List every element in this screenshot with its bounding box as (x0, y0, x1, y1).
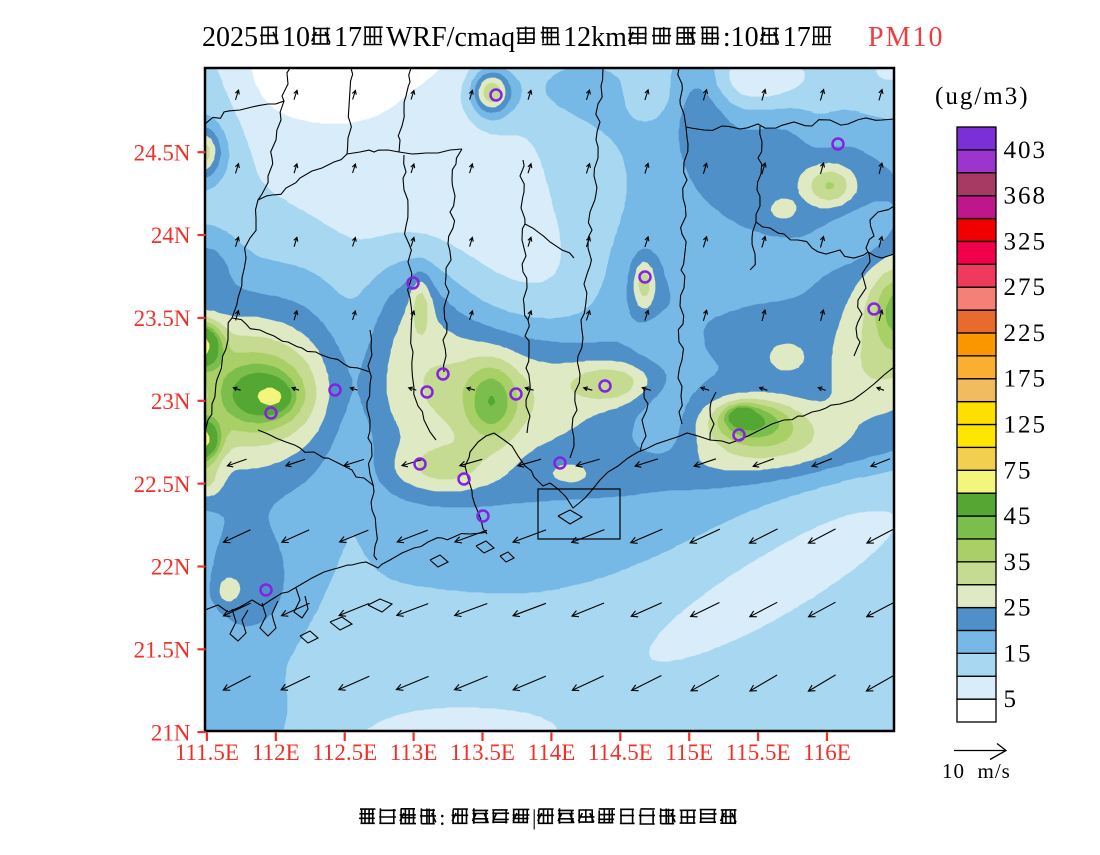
svg-text:15: 15 (1004, 640, 1033, 667)
svg-text:115E: 115E (665, 740, 713, 765)
svg-text:10 m/s: 10 m/s (942, 759, 1011, 783)
svg-text:116E: 116E (803, 740, 851, 765)
svg-text:175: 175 (1004, 366, 1048, 393)
svg-text:125: 125 (1004, 412, 1048, 439)
svg-text:275: 275 (1004, 274, 1048, 301)
svg-text:115.5E: 115.5E (726, 740, 791, 765)
svg-text:22.5N: 22.5N (134, 472, 191, 497)
svg-text:112E: 112E (252, 740, 300, 765)
svg-text:225: 225 (1004, 320, 1048, 347)
svg-text:17: 17 (783, 22, 811, 53)
svg-text:24N: 24N (151, 223, 191, 248)
svg-text:325: 325 (1004, 228, 1048, 255)
svg-text:25: 25 (1004, 595, 1033, 622)
svg-text:403: 403 (1004, 137, 1048, 164)
svg-text:|: | (532, 805, 536, 830)
svg-text:113.5E: 113.5E (450, 740, 515, 765)
svg-text::10: :10 (723, 22, 759, 53)
svg-text:112.5E: 112.5E (312, 740, 377, 765)
svg-text:24.5N: 24.5N (134, 140, 191, 165)
svg-text:114E: 114E (528, 740, 576, 765)
svg-text:WRF/cmaq: WRF/cmaq (386, 22, 515, 53)
svg-text:PM10: PM10 (868, 22, 944, 53)
svg-text:(ug/m3): (ug/m3) (935, 83, 1030, 110)
svg-text:21N: 21N (151, 720, 191, 745)
svg-text:10: 10 (282, 22, 310, 53)
svg-text:368: 368 (1004, 183, 1048, 210)
svg-text:21.5N: 21.5N (134, 638, 191, 663)
svg-text:23.5N: 23.5N (134, 306, 191, 331)
svg-text:111.5E: 111.5E (175, 740, 239, 765)
svg-text:75: 75 (1004, 457, 1033, 484)
svg-text:12km: 12km (563, 22, 627, 53)
svg-text:45: 45 (1004, 503, 1033, 530)
svg-text:17: 17 (334, 22, 362, 53)
svg-text:35: 35 (1004, 549, 1033, 576)
svg-text:114.5E: 114.5E (588, 740, 653, 765)
svg-text:2025: 2025 (202, 22, 258, 53)
svg-text:23N: 23N (151, 389, 191, 414)
svg-text:5: 5 (1004, 686, 1019, 713)
svg-text::: : (439, 805, 445, 830)
svg-text:22N: 22N (151, 555, 191, 580)
svg-text:113E: 113E (390, 740, 438, 765)
